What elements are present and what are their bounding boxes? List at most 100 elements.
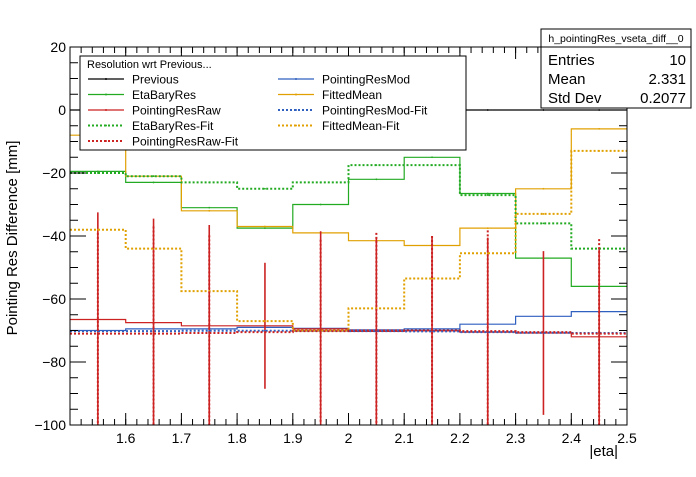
data-point-etabaryres-fit xyxy=(375,164,378,167)
data-point-pointingresraw-fit xyxy=(598,332,601,335)
y-tick-label: −100 xyxy=(34,417,66,433)
data-point-etabaryres xyxy=(264,227,266,230)
x-tick-label: 1.6 xyxy=(116,430,136,446)
data-point-pointingresraw-fit xyxy=(96,332,99,335)
data-point-pointingresmod-fit xyxy=(208,329,211,332)
legend-label-previous: Previous xyxy=(132,73,179,87)
legend-label-etabaryres-fit: EtaBaryRes-Fit xyxy=(132,119,214,133)
stats-box-frame xyxy=(540,28,692,109)
data-point-etabaryres xyxy=(208,206,211,209)
data-point-pointingresraw-fit xyxy=(542,331,545,333)
y-tick-label: −60 xyxy=(42,291,66,307)
series-line-fittedmean-fit xyxy=(70,149,627,332)
stats-label: Mean xyxy=(548,71,586,88)
data-point-previous xyxy=(598,109,601,111)
x-tick-label: 2.1 xyxy=(394,430,414,446)
data-point-fittedmean-fit xyxy=(486,252,489,255)
y-tick-label: 20 xyxy=(50,39,66,55)
series-line-pointingresraw-fit xyxy=(70,329,627,335)
data-point-fittedmean xyxy=(542,187,545,190)
data-point-etabaryres xyxy=(486,192,489,195)
data-point-fittedmean xyxy=(264,225,266,228)
legend-marker-etabaryres xyxy=(105,93,107,96)
y-tick-label: −80 xyxy=(42,354,66,370)
data-point-fittedmean-fit xyxy=(96,228,99,231)
data-point-fittedmean-fit xyxy=(264,320,266,322)
x-tick-label: 1.9 xyxy=(283,430,303,446)
series-line-etabaryres-fit xyxy=(70,164,627,250)
legend-marker-pointingresraw-fit xyxy=(105,140,107,142)
legend-label-fittedmean-fit: FittedMean-Fit xyxy=(322,119,400,133)
data-point-etabaryres xyxy=(431,156,433,159)
data-point-pointingresraw-fit xyxy=(375,329,378,332)
x-tick-label: 2.4 xyxy=(562,430,582,446)
legend-marker-fittedmean-fit xyxy=(295,124,297,127)
x-tick-label: 2 xyxy=(345,430,353,446)
stats-value: 0.2077 xyxy=(640,90,686,107)
y-tick-label: −40 xyxy=(42,228,66,244)
data-point-pointingresraw-fit xyxy=(486,330,489,333)
data-point-etabaryres-fit xyxy=(96,172,99,174)
y-tick-label: −20 xyxy=(42,165,66,181)
x-axis-label: |eta| xyxy=(589,443,618,460)
x-tick-label: 2.2 xyxy=(450,430,470,446)
legend: Resolution wrt Previous...PreviousEtaBar… xyxy=(79,55,467,151)
data-point-etabaryres xyxy=(96,170,99,173)
legend-label-pointingresmod-fit: PointingResMod-Fit xyxy=(322,104,428,118)
legend-marker-etabaryres-fit xyxy=(105,124,107,127)
x-tick-label: 1.7 xyxy=(172,430,192,446)
data-point-previous xyxy=(542,109,545,111)
data-point-fittedmean-fit xyxy=(598,150,601,152)
data-point-etabaryres-fit xyxy=(319,181,322,184)
axis-layer: 1.6 1.7 1.8 1.9 2 2.1 2.2 2.3 2.4 2.5 −100 −80 −60 −4… xyxy=(34,39,636,446)
y-axis-label: Pointing Res Difference [mm] xyxy=(4,141,21,336)
data-point-fittedmean xyxy=(598,127,601,130)
data-point-fittedmean-fit xyxy=(431,277,433,280)
legend-label-pointingresraw-fit: PointingResRaw-Fit xyxy=(132,135,239,149)
stats-label: Entries xyxy=(548,52,595,69)
x-tick-label: 1.8 xyxy=(227,430,247,446)
data-point-pointingresraw xyxy=(264,324,266,327)
data-point-pointingresraw-fit xyxy=(152,332,155,335)
series-layer xyxy=(70,109,627,425)
legend-label-etabaryres: EtaBaryRes xyxy=(132,88,196,102)
x-tick-label: 2.3 xyxy=(506,430,526,446)
data-point-pointingresraw-fit xyxy=(208,332,211,334)
data-point-pointingresraw-fit xyxy=(264,331,266,333)
data-point-etabaryres xyxy=(152,181,155,184)
stats-label: Std Dev xyxy=(548,90,602,107)
legend-label-pointingresraw: PointingResRaw xyxy=(132,104,221,118)
legend-marker-pointingresraw xyxy=(105,109,107,111)
legend-title: Resolution wrt Previous... xyxy=(87,59,212,71)
legend-marker-fittedmean xyxy=(295,93,297,96)
legend-label-fittedmean: FittedMean xyxy=(322,88,382,102)
data-point-pointingresraw-fit xyxy=(319,330,322,333)
legend-marker-pointingresmod xyxy=(295,78,297,80)
data-point-etabaryres-fit xyxy=(542,222,545,225)
stats-box: h_pointingRes_vseta_diff__0 Entries 10 Mean… xyxy=(540,28,692,109)
data-point-etabaryres xyxy=(319,203,322,206)
data-point-fittedmean xyxy=(486,227,489,230)
data-point-etabaryres-fit xyxy=(264,187,266,190)
data-point-etabaryres-fit xyxy=(431,164,433,167)
y-tick-label: 0 xyxy=(58,102,66,118)
x-tick-label: 2.5 xyxy=(617,430,637,446)
data-point-etabaryres-fit xyxy=(152,175,155,178)
stats-value: 2.331 xyxy=(648,71,686,88)
data-point-fittedmean xyxy=(208,209,211,212)
data-point-etabaryres-fit xyxy=(486,194,489,196)
data-point-pointingresraw-fit xyxy=(431,329,433,332)
data-point-etabaryres-fit xyxy=(208,181,211,184)
data-point-etabaryres xyxy=(375,178,378,181)
data-point-fittedmean-fit xyxy=(542,213,545,215)
legend-marker-pointingresmod-fit xyxy=(295,109,297,111)
stats-value: 10 xyxy=(669,52,686,69)
legend-box xyxy=(79,55,467,151)
legend-marker-previous xyxy=(105,78,107,80)
stats-box-title: h_pointingRes_vseta_diff__0 xyxy=(548,33,683,45)
legend-label-pointingresmod: PointingResMod xyxy=(322,73,410,87)
data-point-previous xyxy=(486,109,489,111)
data-point-pointingresraw xyxy=(96,318,99,321)
